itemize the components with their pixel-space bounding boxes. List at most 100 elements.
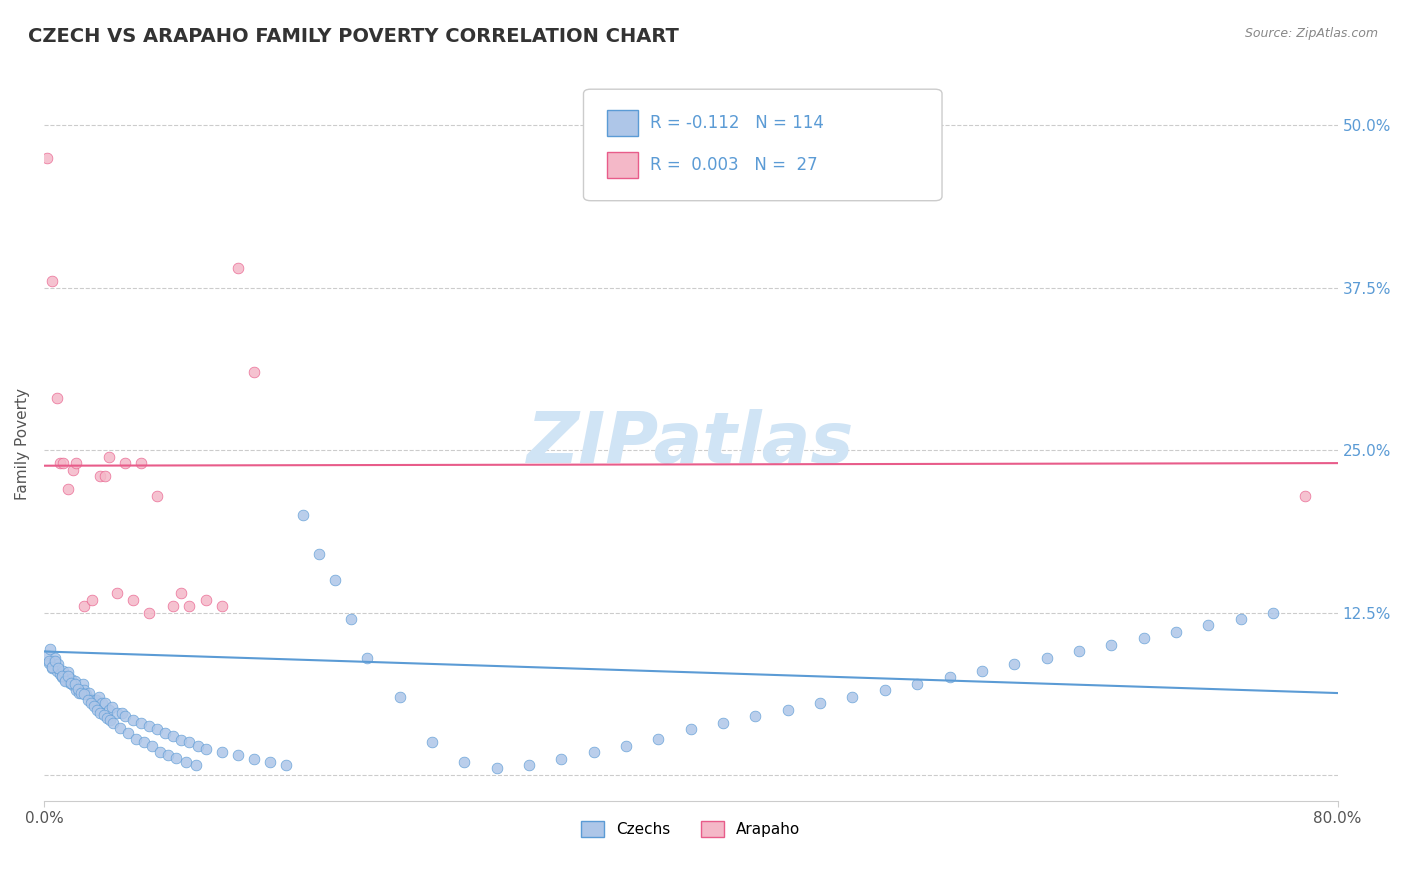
Point (873, 683, 896, 698)
Point (56, 482, 79, 496)
Point (66, 682, 89, 697)
Point (65, 683, 87, 698)
Point (186, 739, 208, 754)
Point (72, 677, 94, 691)
Point (41, 661, 63, 675)
Point (711, 715, 734, 730)
Point (75, 687, 97, 701)
Point (110, 706, 132, 720)
Point (138, 718, 160, 732)
Point (63, 677, 86, 691)
Point (60, 675, 83, 690)
Point (162, 729, 184, 743)
Point (146, 489, 169, 503)
Y-axis label: Family Poverty: Family Poverty (15, 388, 30, 500)
Point (453, 755, 475, 769)
Point (45, 664, 67, 678)
Point (129, 456, 152, 470)
Point (134, 735, 156, 749)
Point (73, 683, 96, 698)
Text: R =  0.003   N =  27: R = 0.003 N = 27 (650, 156, 817, 174)
Point (1164, 625, 1187, 640)
Point (323, 573, 346, 587)
Text: Source: ZipAtlas.com: Source: ZipAtlas.com (1244, 27, 1378, 40)
Point (86, 703, 108, 717)
Point (550, 752, 572, 766)
Point (53, 674, 76, 689)
Point (44, 654, 66, 668)
Point (679, 723, 702, 737)
Point (38, 654, 60, 668)
Point (179, 599, 201, 613)
Point (166, 751, 188, 765)
Point (1099, 638, 1122, 652)
Text: ZIPatlas: ZIPatlas (527, 409, 855, 478)
Point (97, 450, 120, 464)
Point (1197, 618, 1219, 632)
Point (162, 599, 184, 613)
Point (138, 606, 160, 620)
Point (82, 592, 104, 607)
Point (114, 456, 136, 470)
Point (73, 599, 96, 613)
Point (42, 654, 65, 668)
Point (420, 735, 443, 749)
Point (1002, 657, 1025, 672)
Point (226, 748, 249, 763)
Point (73, 687, 96, 701)
Point (308, 547, 330, 561)
Point (62, 462, 84, 476)
Point (614, 739, 637, 754)
Point (1261, 606, 1284, 620)
Point (101, 700, 124, 714)
Point (97, 703, 120, 717)
Point (45, 391, 67, 405)
Point (48, 657, 70, 672)
Point (108, 721, 131, 735)
Point (1229, 612, 1251, 626)
Point (184, 757, 207, 772)
Point (44, 651, 66, 665)
Point (179, 735, 201, 749)
Point (744, 709, 766, 723)
Point (174, 755, 197, 769)
Point (129, 715, 152, 730)
Point (170, 586, 193, 600)
Point (39, 641, 62, 656)
Point (48, 661, 70, 675)
Point (276, 757, 298, 772)
Point (37, 151, 59, 165)
Point (51, 670, 73, 684)
Text: R = -0.112   N = 114: R = -0.112 N = 114 (650, 114, 824, 132)
Point (291, 508, 314, 522)
Point (211, 599, 233, 613)
Point (41, 274, 63, 288)
Point (905, 677, 928, 691)
Point (62, 678, 84, 692)
Point (121, 714, 143, 728)
Point (938, 670, 960, 684)
Point (1294, 489, 1316, 503)
Point (485, 761, 508, 775)
Point (96, 711, 118, 725)
Point (53, 673, 76, 687)
Point (52, 664, 75, 678)
Point (56, 669, 79, 683)
Point (56, 665, 79, 680)
Point (55, 669, 77, 683)
Point (776, 703, 799, 717)
Point (211, 745, 233, 759)
Point (98, 714, 121, 728)
Point (243, 752, 266, 766)
Point (149, 745, 172, 759)
Point (194, 742, 217, 756)
Point (340, 612, 363, 626)
Point (808, 697, 831, 711)
Legend: Czechs, Arapaho: Czechs, Arapaho (575, 815, 807, 843)
Point (80, 697, 103, 711)
Point (647, 731, 669, 746)
Point (582, 745, 605, 759)
Text: CZECH VS ARAPAHO FAMILY POVERTY CORRELATION CHART: CZECH VS ARAPAHO FAMILY POVERTY CORRELAT… (28, 27, 679, 45)
Point (1035, 651, 1057, 665)
Point (38, 656, 60, 670)
